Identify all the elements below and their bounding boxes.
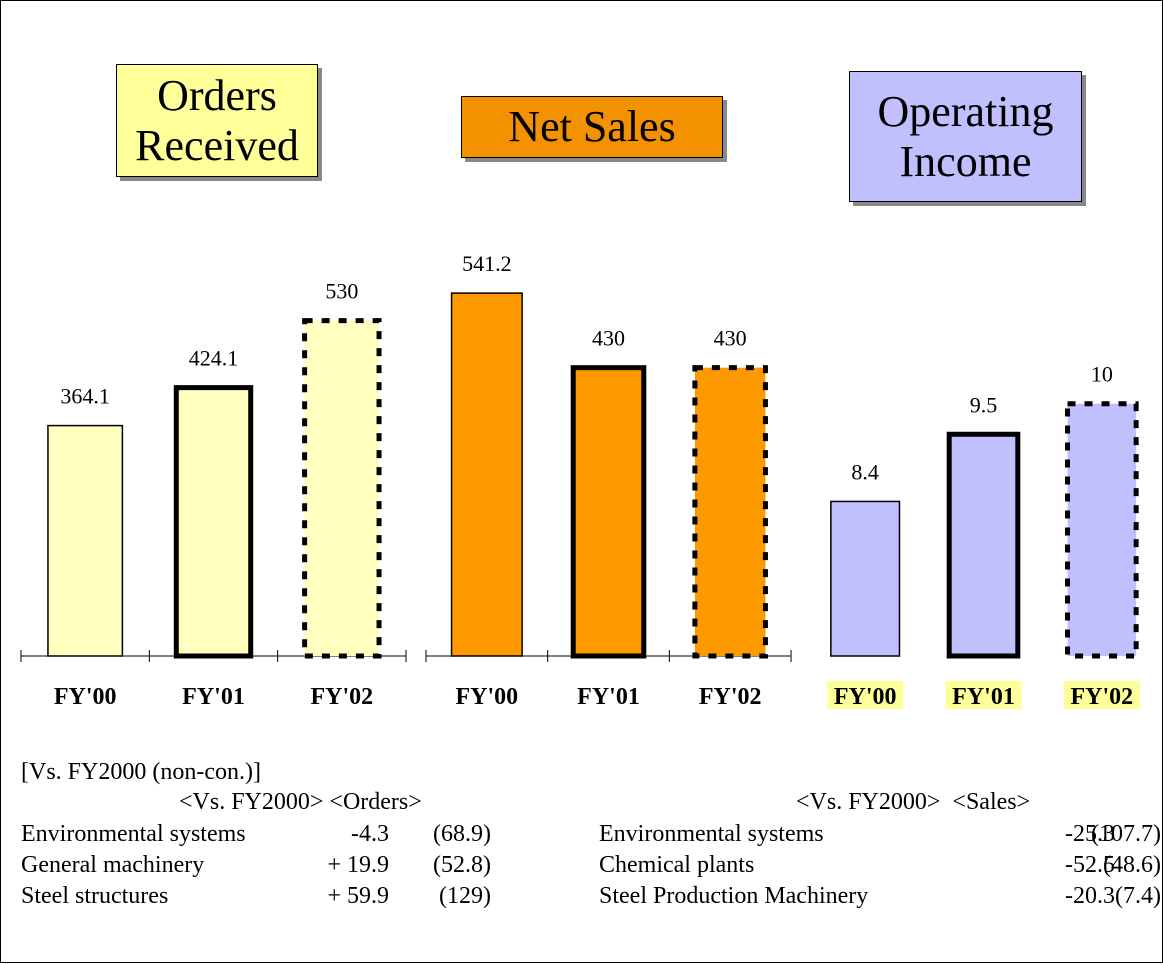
label-highlight <box>1063 681 1140 709</box>
x-tick-label: FY'02 <box>699 684 762 710</box>
data-label: 424.1 <box>189 346 239 371</box>
bar <box>1065 401 1139 659</box>
row-value: (7.4) <box>1115 883 1161 909</box>
row-change: -25.3 <box>1065 821 1115 847</box>
row-name: Chemical plants <box>599 852 754 878</box>
row-value: (129) <box>439 883 491 909</box>
x-tick-label: FY'01 <box>182 684 245 710</box>
data-label: 10 <box>1091 362 1113 387</box>
data-label: 8.4 <box>851 459 879 484</box>
x-tick-label: FY'00 <box>455 684 518 710</box>
x-tick-label: FY'00 <box>54 684 117 710</box>
row-change: + 59.9 <box>327 883 389 909</box>
x-tick-label: FY'00 <box>834 684 897 710</box>
table-header: <Vs. FY2000> <Sales> <box>796 789 1030 815</box>
row-value: (68.9) <box>433 821 491 847</box>
x-tick-label: FY'01 <box>952 684 1015 710</box>
notes-heading: [Vs. FY2000 (non-con.)] <box>21 759 261 785</box>
x-tick-label: FY'01 <box>577 684 640 710</box>
bar <box>946 431 1021 659</box>
label-highlight <box>827 681 904 709</box>
bar <box>570 365 647 659</box>
row-name: Environmental systems <box>21 821 246 847</box>
row-change: -4.3 <box>351 821 389 847</box>
bar <box>830 500 901 657</box>
table-header: <Vs. FY2000> <Orders> <box>179 789 422 815</box>
data-label: 364.1 <box>60 384 110 409</box>
row-change: -20.3 <box>1065 883 1115 909</box>
data-label: 430 <box>714 326 747 351</box>
row-name: Steel structures <box>21 883 168 909</box>
data-label: 530 <box>325 279 358 304</box>
data-label: 541.2 <box>462 251 512 276</box>
row-name: Steel Production Machinery <box>599 883 868 909</box>
bar <box>173 385 254 659</box>
row-change: -52.5 <box>1065 852 1115 878</box>
chart-title: Net Sales <box>461 96 723 158</box>
chart-title: Orders Received <box>116 64 318 177</box>
row-value: (52.8) <box>433 852 491 878</box>
row-name: Environmental systems <box>599 821 824 847</box>
bar <box>302 318 382 659</box>
bar <box>692 365 768 659</box>
data-label: 9.5 <box>970 392 998 417</box>
bar <box>47 424 124 657</box>
bar <box>450 292 523 657</box>
label-highlight <box>945 681 1022 709</box>
x-tick-label: FY'02 <box>310 684 373 710</box>
data-label: 430 <box>592 326 625 351</box>
row-value: (48.6) <box>1103 852 1161 878</box>
x-tick-label: FY'02 <box>1070 684 1133 710</box>
row-name: General machinery <box>21 852 204 878</box>
row-value: (107.7) <box>1091 821 1161 847</box>
chart-title: Operating Income <box>849 71 1082 202</box>
row-change: + 19.9 <box>327 852 389 878</box>
